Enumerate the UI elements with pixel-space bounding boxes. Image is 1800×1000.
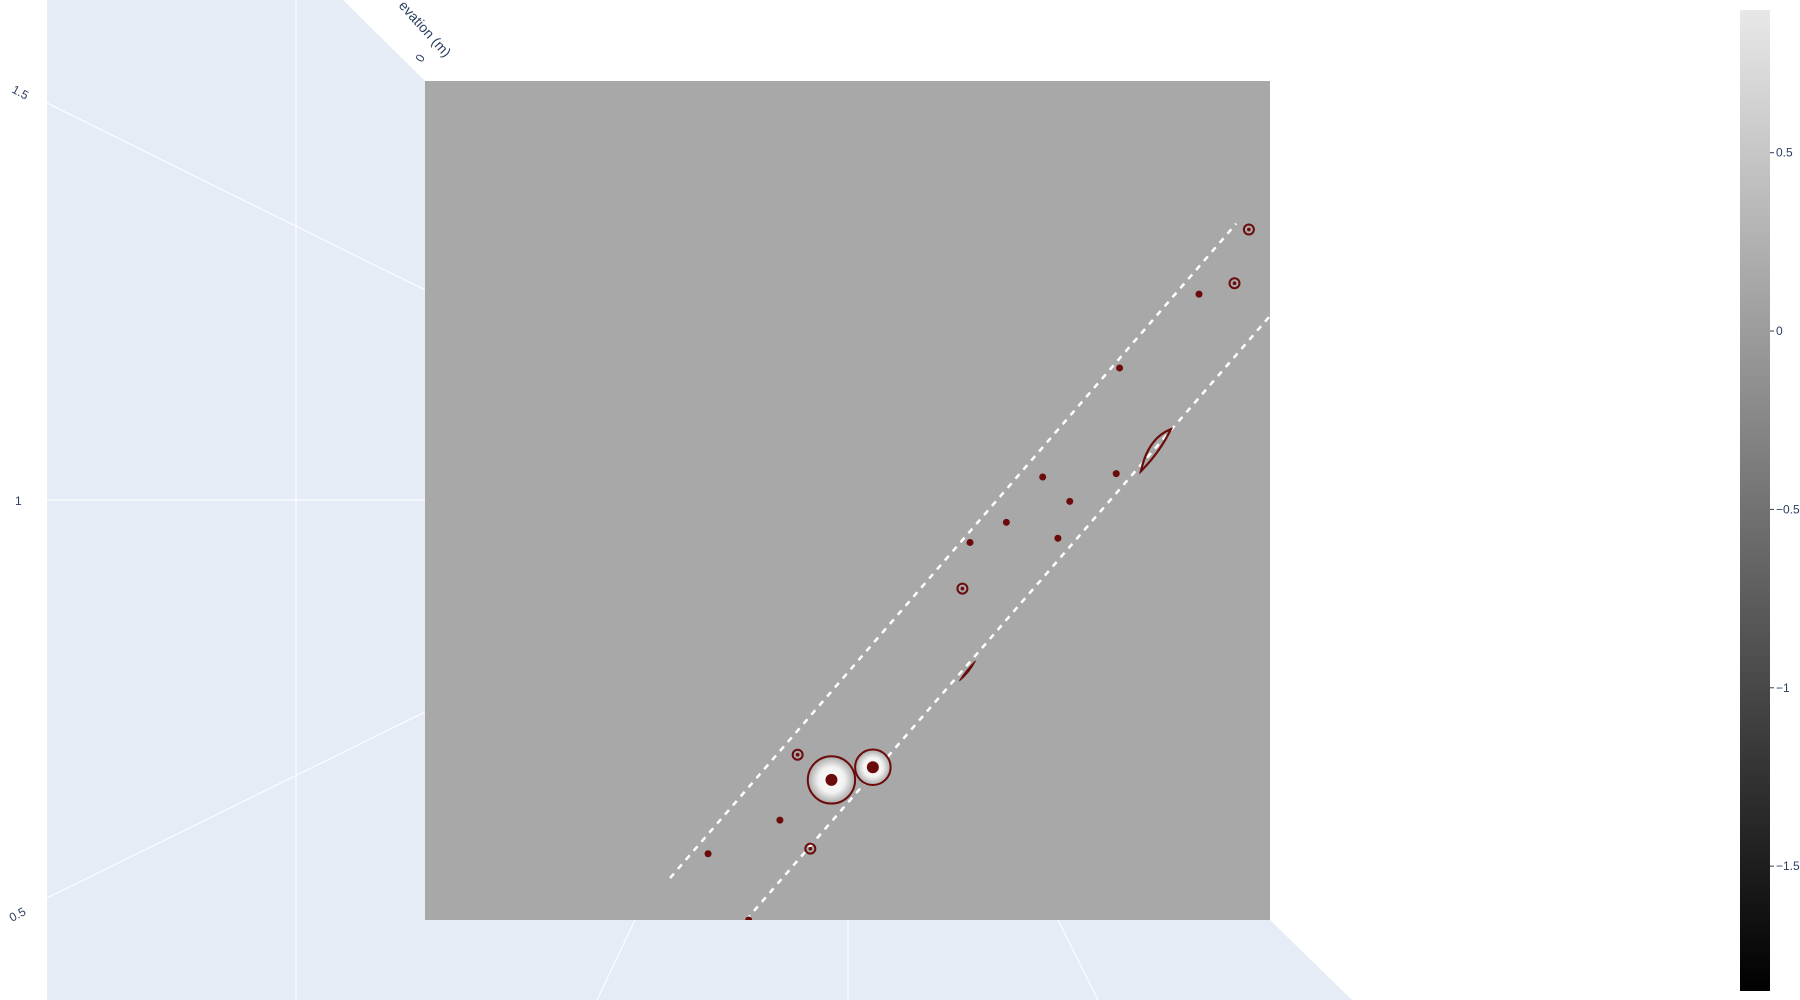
contour-ring — [1242, 223, 1255, 236]
z-axis-ticks: 1.5 1 0.5 — [7, 82, 31, 924]
contour-dot — [1112, 470, 1120, 478]
contour-dot — [1054, 534, 1062, 542]
contour-dot — [704, 850, 712, 858]
z-tick-label: 1 — [15, 494, 22, 508]
contour-ring-center — [1247, 227, 1251, 232]
colorbar-gradient — [1740, 10, 1770, 991]
contour-ring — [804, 842, 817, 855]
colorbar: 0.5 0 −0.5 −1 −1.5 — [1740, 10, 1800, 991]
crater-contour — [854, 748, 892, 787]
grid-lines — [46, 0, 1099, 1000]
contour-sliver — [959, 660, 976, 682]
colorbar-tick-label: 0.5 — [1776, 146, 1793, 160]
contour-dot — [1195, 290, 1203, 298]
contour-ring-center — [795, 752, 800, 757]
contour-dot — [776, 816, 784, 824]
contour-dot — [1116, 364, 1124, 372]
colorbar-tick-label: 0 — [1776, 324, 1783, 338]
contour-dot — [1002, 518, 1010, 526]
contour-dot — [1066, 497, 1074, 505]
contour-dot — [745, 916, 753, 920]
axis-title: evation (m) — [396, 0, 455, 60]
z-tick-label: 0.5 — [7, 904, 29, 924]
surface-features — [669, 222, 1270, 920]
contour-ring-center — [808, 846, 813, 851]
crater-center — [825, 773, 838, 786]
z-tick-label: 1.5 — [10, 82, 32, 102]
corner-tick-label: 0 — [412, 51, 428, 64]
corridor-line-lower-edge — [745, 315, 1270, 920]
contour-ring — [1228, 277, 1241, 290]
corridor-line-upper-edge — [669, 222, 1238, 879]
contour-lens — [1139, 427, 1174, 475]
crater-center — [866, 761, 879, 774]
contour-dot — [966, 538, 974, 546]
contour-dot — [1039, 473, 1047, 481]
colorbar-ticks: 0.5 0 −0.5 −1 −1.5 — [1770, 146, 1800, 873]
crater-contour — [806, 755, 857, 805]
colorbar-tick-label: −1.5 — [1776, 859, 1800, 873]
contour-ring — [956, 582, 969, 595]
contour-ring-center — [960, 586, 965, 591]
colorbar-tick-label: −0.5 — [1776, 502, 1800, 516]
contour-ring — [791, 748, 804, 761]
contour-ring-center — [1232, 281, 1237, 285]
colorbar-tick-label: −1 — [1776, 681, 1790, 695]
